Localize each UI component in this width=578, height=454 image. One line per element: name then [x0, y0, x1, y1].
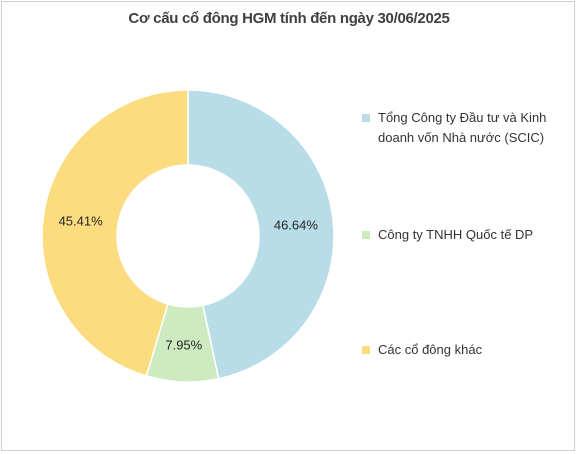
legend-swatch-others — [362, 346, 370, 354]
legend-item-scic: Tổng Công ty Đầu tư và Kinh doanh vốn Nh… — [362, 108, 567, 148]
donut-slice-scic — [187, 89, 335, 380]
legend-label-scic: Tổng Công ty Đầu tư và Kinh doanh vốn Nh… — [378, 110, 547, 145]
data-label-dp: 7.95% — [165, 337, 202, 352]
legend-label-others: Các cổ đông khác — [378, 342, 483, 357]
data-label-others: 45.41% — [59, 213, 104, 228]
legend-item-dp: Công ty TNHH Quốc tế DP — [362, 225, 567, 245]
legend-label-dp: Công ty TNHH Quốc tế DP — [378, 227, 534, 242]
donut-slice-others — [41, 89, 189, 377]
legend-swatch-scic — [362, 114, 370, 122]
chart-title: Cơ cấu cổ đông HGM tính đến ngày 30/06/2… — [128, 10, 450, 27]
legend-swatch-dp — [362, 231, 370, 239]
legend-item-others: Các cổ đông khác — [362, 340, 567, 360]
data-label-scic: 46.64% — [274, 218, 319, 233]
